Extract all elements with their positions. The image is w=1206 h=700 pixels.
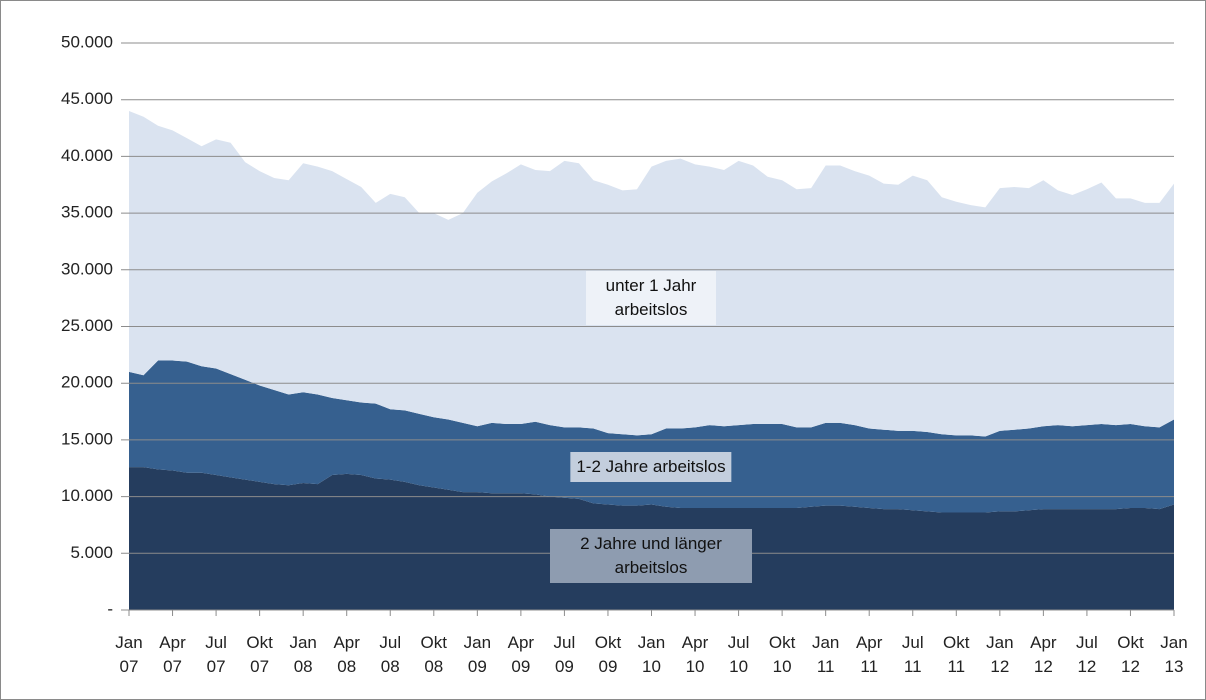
x-tick-label: Okt 09 [594, 633, 622, 676]
y-tick-label: 10.000 [61, 486, 113, 505]
x-tick-label: Okt 11 [943, 633, 970, 676]
y-tick-label: 40.000 [61, 146, 113, 165]
x-tick-label: Apr 11 [855, 633, 883, 676]
x-tick-label: Jan 11 [811, 633, 840, 676]
series-label: 2 Jahre und länger arbeitslos [550, 529, 752, 583]
x-tick-label: Jan 12 [986, 633, 1014, 676]
x-tick-label: Apr 10 [681, 633, 709, 676]
x-tick-label: Jul 10 [727, 633, 750, 676]
x-tick-label: Jan 10 [637, 633, 666, 676]
x-tick-label: Okt 07 [246, 633, 273, 676]
x-tick-label: Jul 11 [901, 633, 924, 676]
x-tick-label: Jul 12 [1076, 633, 1098, 676]
x-tick-label: Apr 07 [159, 633, 186, 676]
area [129, 360, 1174, 513]
x-tick-label: Jul 07 [205, 633, 227, 676]
x-tick-label: Apr 08 [333, 633, 360, 676]
y-tick-label: 5.000 [70, 543, 113, 562]
y-tick-label: 30.000 [61, 259, 113, 278]
x-tick-label: Okt 08 [420, 633, 447, 676]
x-tick-label: Jul 08 [379, 633, 402, 676]
series-label: unter 1 Jahr arbeitslos [586, 271, 716, 325]
x-tick-label: Apr 09 [507, 633, 535, 676]
x-tick-label: Jan 13 [1160, 633, 1188, 676]
x-tick-label: Jan 08 [289, 633, 317, 676]
y-tick-label: 20.000 [61, 373, 113, 392]
x-tick-label: Jan 09 [463, 633, 492, 676]
x-tick-label: Apr 12 [1030, 633, 1057, 676]
x-tick-label: Okt 12 [1117, 633, 1144, 676]
y-tick-label: 35.000 [61, 203, 113, 222]
series-label: 1-2 Jahre arbeitslos [570, 452, 732, 482]
y-tick-label: 15.000 [61, 429, 113, 448]
y-tick-label: 25.000 [61, 316, 113, 335]
y-tick-label: 45.000 [61, 89, 113, 108]
y-tick-label: - [107, 599, 113, 618]
x-tick-label: Okt 10 [768, 633, 796, 676]
x-tick-label: Jan 07 [115, 633, 143, 676]
y-tick-label: 50.000 [61, 32, 113, 51]
x-tick-label: Jul 09 [553, 633, 576, 676]
